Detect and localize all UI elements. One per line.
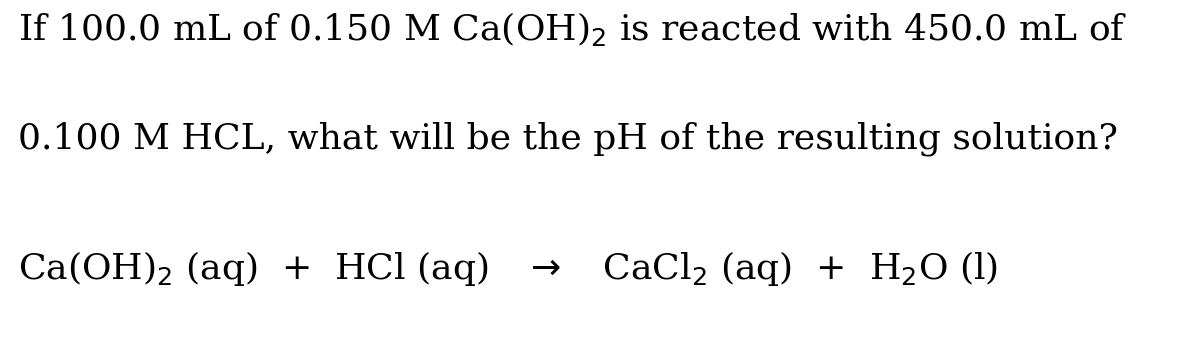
Text: Ca(OH)$_2$ (aq)  +  HCl (aq)   $\rightarrow$   CaCl$_2$ (aq)  +  H$_2$O (l): Ca(OH)$_2$ (aq) + HCl (aq) $\rightarrow$…	[18, 249, 998, 288]
Text: 0.100 M HCL, what will be the pH of the resulting solution?: 0.100 M HCL, what will be the pH of the …	[18, 121, 1118, 156]
Text: If 100.0 mL of 0.150 M Ca(OH)$_2$ is reacted with 450.0 mL of: If 100.0 mL of 0.150 M Ca(OH)$_2$ is rea…	[18, 10, 1127, 48]
